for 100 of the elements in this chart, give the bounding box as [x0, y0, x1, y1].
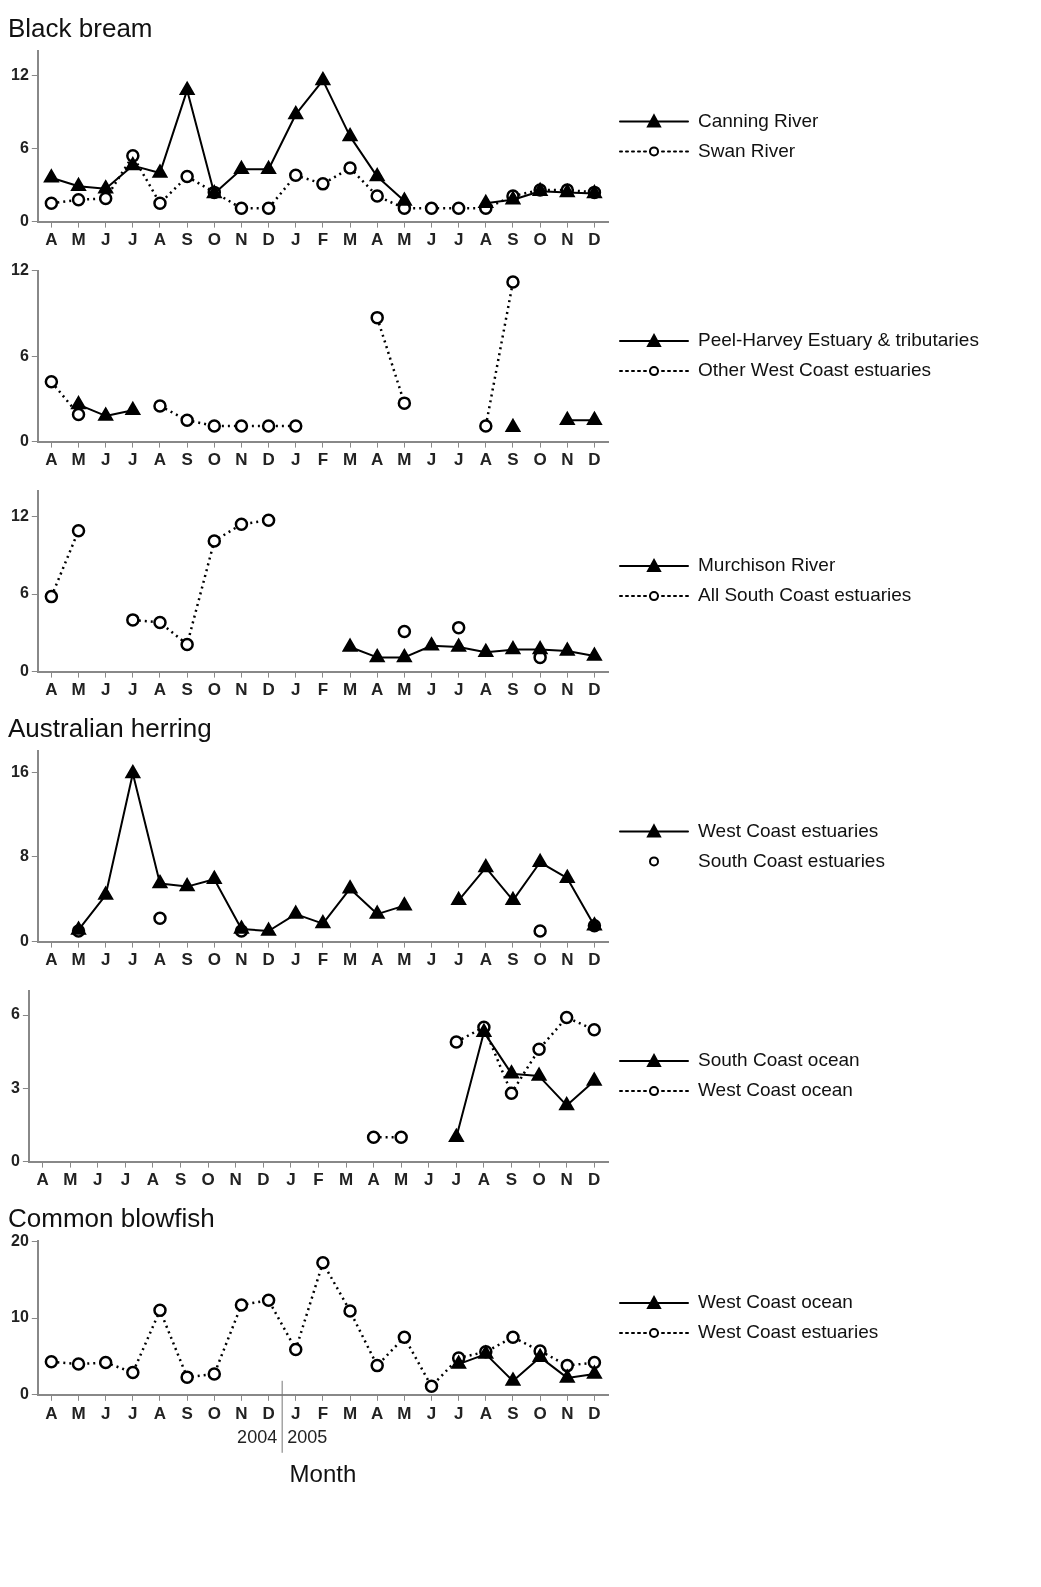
x-tick-label: N	[235, 1403, 248, 1423]
x-tick-label: D	[262, 230, 275, 250]
x-tick-label: O	[533, 230, 547, 250]
x-tick-label: O	[207, 230, 221, 250]
x-tick-label: N	[561, 950, 574, 970]
x-tick-label: A	[153, 230, 167, 250]
x-tick-label: M	[71, 680, 86, 700]
x-tick-label: M	[71, 950, 86, 970]
x-tick-label: F	[313, 1170, 324, 1190]
x-tick-label: N	[560, 1170, 573, 1190]
x-tick-label: D	[262, 950, 275, 970]
x-tick-label: O	[201, 1170, 215, 1190]
x-tick-label: S	[507, 1403, 519, 1423]
x-tick-label: O	[207, 450, 221, 470]
y-tick-label: 0	[10, 1152, 20, 1170]
x-tick-label: D	[588, 950, 601, 970]
x-tick-label: M	[397, 950, 412, 970]
x-tick-label: M	[342, 950, 358, 970]
x-tick-label: S	[507, 450, 519, 470]
x-tick-label: S	[181, 950, 193, 970]
x-tick-label: A	[479, 230, 492, 250]
x-tick-label: S	[174, 1170, 187, 1190]
x-tick-label: A	[36, 1170, 49, 1190]
x-tick-label: O	[207, 950, 221, 970]
y-tick-label: 6	[19, 584, 29, 602]
y-tick-label: 3	[10, 1078, 20, 1096]
y-tick-label: 0	[19, 1385, 29, 1403]
x-tick-label: A	[153, 1403, 167, 1423]
legend-label: Other West Coast estuaries	[698, 359, 932, 381]
x-tick-label: M	[397, 680, 412, 700]
x-tick-label: S	[505, 1170, 518, 1190]
x-tick-label: J	[426, 950, 437, 970]
x-tick-label: J	[426, 230, 437, 250]
x-axis-title: Month	[289, 1460, 357, 1488]
y-tick-label: 6	[19, 346, 29, 364]
x-tick-label: D	[588, 450, 601, 470]
x-tick-label: O	[533, 450, 547, 470]
x-tick-label: J	[291, 950, 301, 970]
x-tick-label: J	[426, 450, 437, 470]
x-tick-label: A	[153, 680, 167, 700]
x-tick-label: S	[181, 1403, 193, 1423]
x-tick-label: S	[507, 230, 519, 250]
x-tick-label: M	[71, 1403, 86, 1423]
x-tick-label: J	[100, 230, 111, 250]
x-tick-label: D	[588, 1170, 601, 1190]
x-tick-label: A	[371, 450, 384, 470]
x-tick-label: A	[146, 1170, 160, 1190]
x-tick-label: M	[342, 1403, 358, 1423]
x-tick-label: J	[128, 450, 138, 470]
x-tick-label: S	[181, 680, 193, 700]
y-tick-label: 0	[19, 932, 29, 950]
x-tick-label: J	[453, 680, 464, 700]
x-tick-label: M	[394, 1170, 409, 1190]
x-tick-label: J	[291, 450, 301, 470]
x-tick-label: O	[207, 1403, 221, 1423]
x-tick-label: S	[181, 230, 193, 250]
x-tick-label: J	[100, 950, 111, 970]
x-tick-label: J	[291, 1403, 301, 1423]
x-tick-label: N	[229, 1170, 242, 1190]
x-tick-label: J	[100, 680, 111, 700]
x-tick-label: S	[181, 450, 193, 470]
x-tick-label: F	[317, 230, 329, 250]
x-tick-label: J	[426, 1403, 437, 1423]
y-tick-label: 6	[10, 1005, 20, 1023]
y-tick-label: 12	[11, 261, 29, 279]
x-tick-label: N	[561, 680, 574, 700]
x-tick-label: A	[479, 450, 492, 470]
x-tick-label: J	[451, 1170, 462, 1190]
x-tick-label: J	[291, 230, 301, 250]
x-tick-label: D	[588, 1403, 601, 1423]
x-tick-label: A	[371, 1403, 384, 1423]
x-tick-label: M	[71, 450, 86, 470]
x-tick-label: N	[561, 230, 574, 250]
x-tick-label: J	[453, 450, 464, 470]
x-tick-label: O	[532, 1170, 546, 1190]
x-tick-label: J	[128, 950, 138, 970]
x-tick-label: M	[63, 1170, 78, 1190]
x-tick-label: J	[100, 450, 111, 470]
legend-label: West Coast estuaries	[698, 1321, 879, 1343]
x-tick-label: N	[235, 950, 248, 970]
x-tick-label: D	[257, 1170, 270, 1190]
x-tick-label: J	[128, 1403, 138, 1423]
y-tick-label: 0	[19, 432, 29, 450]
x-tick-label: J	[424, 1170, 434, 1190]
x-tick-label: N	[235, 450, 248, 470]
x-tick-label: J	[100, 1403, 111, 1423]
x-tick-label: N	[235, 230, 248, 250]
x-tick-label: A	[371, 230, 384, 250]
x-tick-label: A	[45, 950, 58, 970]
chart-title: Australian herring	[8, 712, 212, 743]
x-tick-label: A	[45, 680, 58, 700]
y-tick-label: 16	[11, 762, 29, 780]
chart-title: Black bream	[8, 12, 153, 43]
y-tick-label: 8	[19, 847, 29, 865]
x-tick-label: O	[533, 680, 547, 700]
legend-label: South Coast estuaries	[698, 849, 885, 871]
y-tick-label: 6	[19, 138, 29, 156]
x-tick-label: J	[286, 1170, 296, 1190]
x-tick-label: N	[561, 450, 574, 470]
text: 2005	[287, 1426, 328, 1447]
